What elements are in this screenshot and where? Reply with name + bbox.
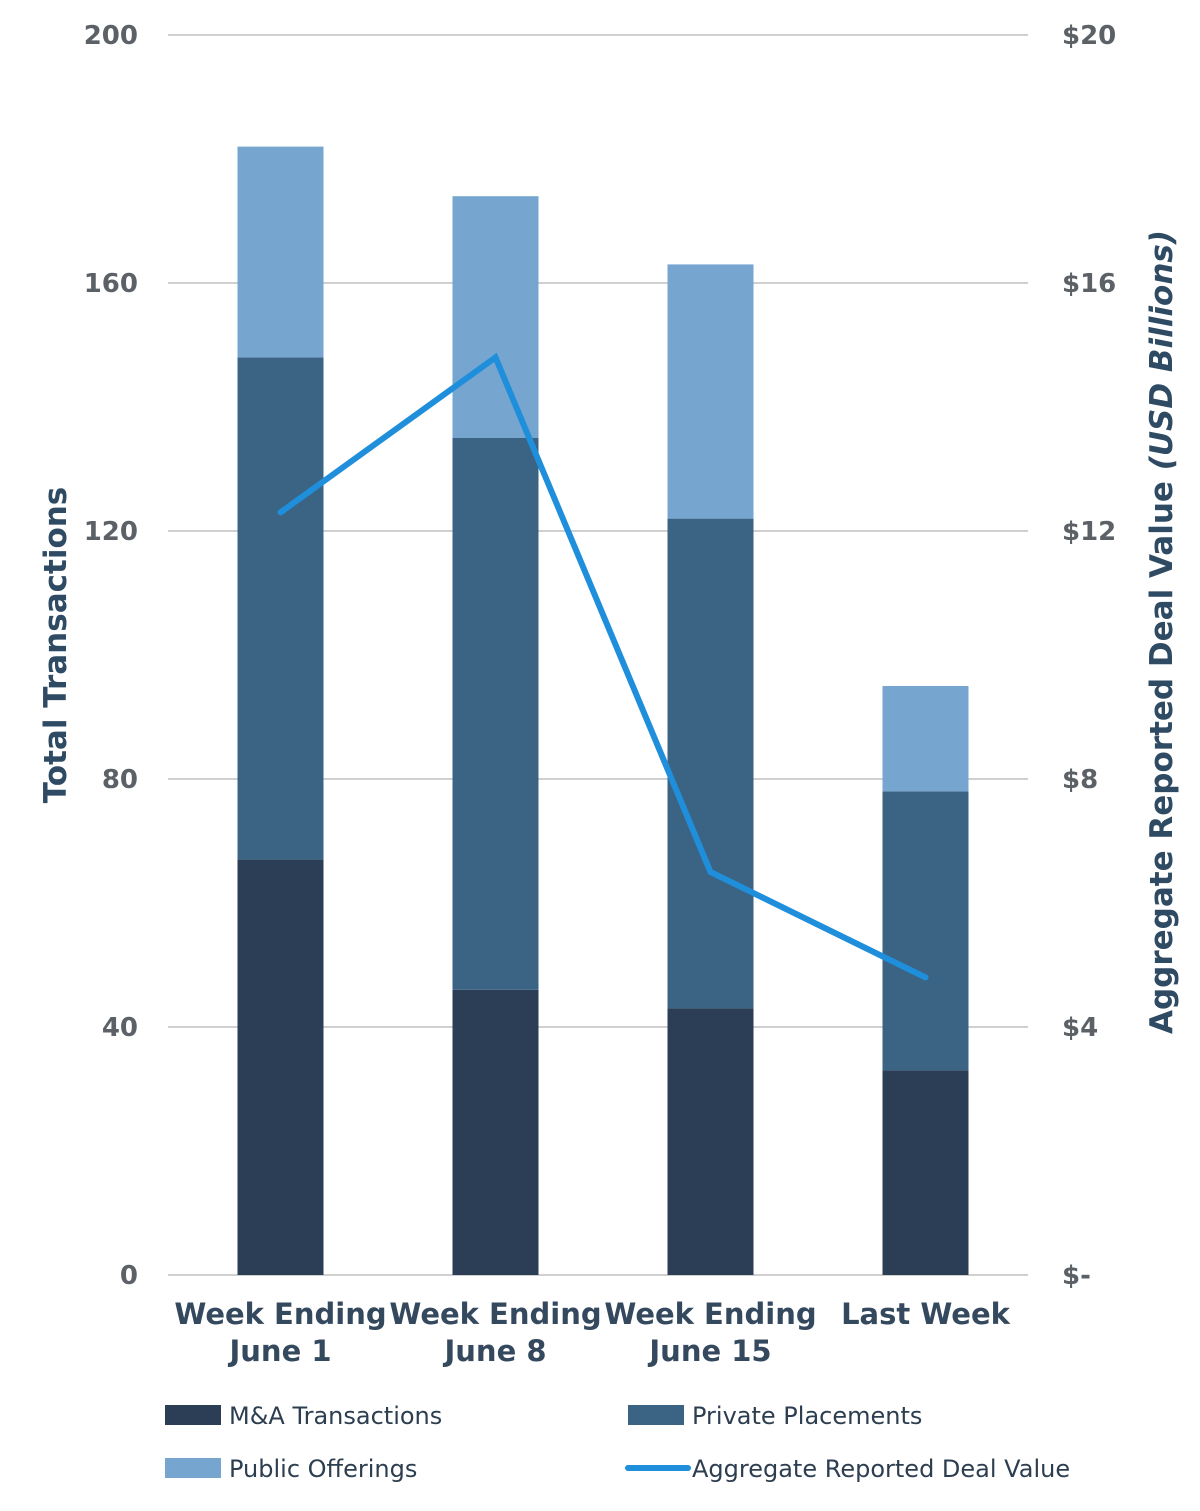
legend-label: Public Offerings (229, 1455, 417, 1483)
legend-swatch (165, 1458, 221, 1478)
y-left-axis-title: Total Transactions (38, 487, 74, 804)
x-category-label-line: June 8 (442, 1334, 546, 1368)
y-right-tick-label: $12 (1062, 517, 1116, 547)
bar-public-offerings (667, 264, 754, 519)
x-category-label: Week Ending June 15 (604, 1297, 816, 1368)
bar-m-a-transactions (667, 1008, 754, 1275)
bar-private-placements (667, 518, 754, 1009)
legend-label: Private Placements (692, 1402, 922, 1430)
legend-item: Public Offerings (165, 1455, 417, 1483)
legend-label: Aggregate Reported Deal Value (692, 1455, 1070, 1483)
y-right-axis-title-unit: (USD Billions) (1144, 230, 1180, 470)
legend-item: Private Placements (628, 1402, 922, 1430)
y-right-tick-label: $20 (1062, 21, 1116, 51)
bar-m-a-transactions (452, 989, 539, 1275)
y-left-tick-label: 0 (120, 1261, 138, 1291)
bar-public-offerings (882, 686, 969, 792)
bar-private-placements (452, 438, 539, 990)
legend-swatch (165, 1405, 221, 1425)
y-left-tick-label: 200 (84, 21, 138, 51)
x-category-label-line: Week Ending (604, 1297, 816, 1331)
x-category-label-line: Week Ending (389, 1297, 601, 1331)
bar-public-offerings (452, 196, 539, 438)
bar-public-offerings (237, 146, 324, 358)
y-right-tick-label: $- (1062, 1261, 1091, 1291)
y-left-tick-label: 40 (102, 1013, 138, 1043)
legend-label: M&A Transactions (229, 1402, 442, 1430)
y-right-axis-title-main: Aggregate Reported Deal Value (1144, 470, 1180, 1034)
legend-item: M&A Transactions (165, 1402, 442, 1430)
x-category-label-line: Week Ending (174, 1297, 386, 1331)
bar-m-a-transactions (237, 859, 324, 1275)
y-right-tick-label: $8 (1062, 765, 1098, 795)
bar-private-placements (237, 357, 324, 860)
y-left-tick-label: 160 (84, 269, 138, 299)
x-category-label: Week Ending June 8 (389, 1297, 601, 1368)
x-category-label-line: Last Week (841, 1297, 1011, 1331)
bar-private-placements (882, 791, 969, 1071)
x-category-label: Last Week (841, 1297, 1011, 1331)
x-category-label: Week Ending June 1 (174, 1297, 386, 1368)
y-right-tick-label: $4 (1062, 1013, 1098, 1043)
y-left-tick-label: 80 (102, 765, 138, 795)
x-category-label-line: June 1 (227, 1334, 331, 1368)
bar-m-a-transactions (882, 1070, 969, 1275)
line-aggregate-deal-value (277, 352, 929, 981)
legend-item: Aggregate Reported Deal Value (625, 1455, 1070, 1483)
x-category-label-line: June 15 (647, 1334, 771, 1368)
y-left-tick-label: 120 (84, 517, 138, 547)
y-right-axis-title: Aggregate Reported Deal Value (USD Billi… (1144, 230, 1180, 1034)
legend-swatch (628, 1405, 684, 1425)
y-right-tick-label: $16 (1062, 269, 1116, 299)
